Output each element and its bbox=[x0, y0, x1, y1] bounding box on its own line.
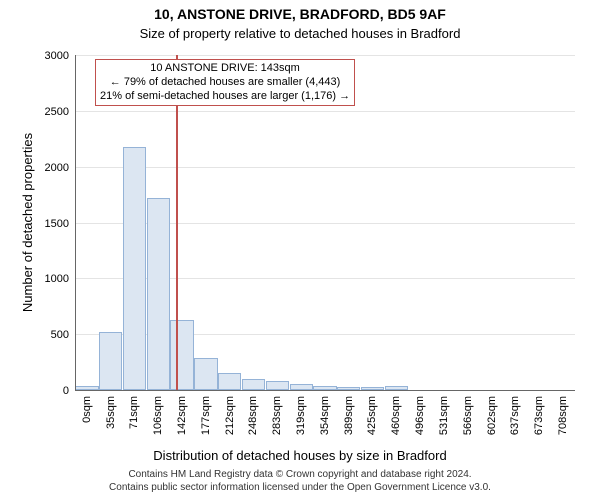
bar bbox=[242, 379, 265, 390]
bar bbox=[147, 198, 170, 390]
x-tick-label: 708sqm bbox=[557, 396, 569, 456]
x-axis-label: Distribution of detached houses by size … bbox=[0, 448, 600, 463]
bar bbox=[99, 332, 122, 390]
y-tick-label: 500 bbox=[0, 329, 69, 341]
x-tick-label: 389sqm bbox=[343, 396, 355, 456]
footer-line-1: Contains HM Land Registry data © Crown c… bbox=[0, 468, 600, 481]
x-tick-label: 673sqm bbox=[533, 396, 545, 456]
y-tick-label: 2500 bbox=[0, 106, 69, 118]
x-tick-label: 460sqm bbox=[390, 396, 402, 456]
x-tick-label: 283sqm bbox=[271, 396, 283, 456]
x-tick-label: 566sqm bbox=[462, 396, 474, 456]
plot-area: 10 ANSTONE DRIVE: 143sqm← 79% of detache… bbox=[75, 55, 575, 390]
footer-line-2: Contains public sector information licen… bbox=[0, 481, 600, 494]
x-tick-label: 71sqm bbox=[128, 396, 140, 456]
x-tick-label: 354sqm bbox=[319, 396, 331, 456]
y-tick-label: 1000 bbox=[0, 273, 69, 285]
gridline bbox=[75, 55, 575, 56]
gridline bbox=[75, 111, 575, 112]
bar bbox=[266, 381, 289, 390]
x-tick-label: 35sqm bbox=[105, 396, 117, 456]
bar bbox=[170, 320, 193, 390]
annotation-line: 21% of semi-detached houses are larger (… bbox=[100, 90, 350, 104]
annotation-line: 10 ANSTONE DRIVE: 143sqm bbox=[100, 62, 350, 76]
gridline bbox=[75, 167, 575, 168]
y-tick-label: 2000 bbox=[0, 162, 69, 174]
chart-subtitle: Size of property relative to detached ho… bbox=[0, 26, 600, 41]
bar bbox=[194, 358, 217, 390]
y-axis-line bbox=[75, 55, 76, 390]
annotation-line: ← 79% of detached houses are smaller (4,… bbox=[100, 76, 350, 90]
bar bbox=[218, 373, 241, 390]
x-tick-label: 0sqm bbox=[81, 396, 93, 456]
x-tick-label: 212sqm bbox=[224, 396, 236, 456]
x-tick-label: 177sqm bbox=[200, 396, 212, 456]
x-tick-label: 531sqm bbox=[438, 396, 450, 456]
page-title: 10, ANSTONE DRIVE, BRADFORD, BD5 9AF bbox=[0, 6, 600, 22]
bar bbox=[123, 147, 146, 390]
annotation-box: 10 ANSTONE DRIVE: 143sqm← 79% of detache… bbox=[95, 59, 355, 106]
footer-text: Contains HM Land Registry data © Crown c… bbox=[0, 468, 600, 494]
x-tick-label: 496sqm bbox=[414, 396, 426, 456]
x-tick-label: 142sqm bbox=[176, 396, 188, 456]
x-tick-label: 319sqm bbox=[295, 396, 307, 456]
x-tick-label: 248sqm bbox=[247, 396, 259, 456]
x-tick-label: 602sqm bbox=[486, 396, 498, 456]
y-tick-label: 1500 bbox=[0, 218, 69, 230]
x-tick-label: 637sqm bbox=[509, 396, 521, 456]
chart-container: 10, ANSTONE DRIVE, BRADFORD, BD5 9AF Siz… bbox=[0, 0, 600, 500]
y-tick-label: 0 bbox=[0, 385, 69, 397]
x-tick-label: 425sqm bbox=[366, 396, 378, 456]
x-axis-line bbox=[75, 390, 575, 391]
x-tick-label: 106sqm bbox=[152, 396, 164, 456]
y-tick-label: 3000 bbox=[0, 50, 69, 62]
